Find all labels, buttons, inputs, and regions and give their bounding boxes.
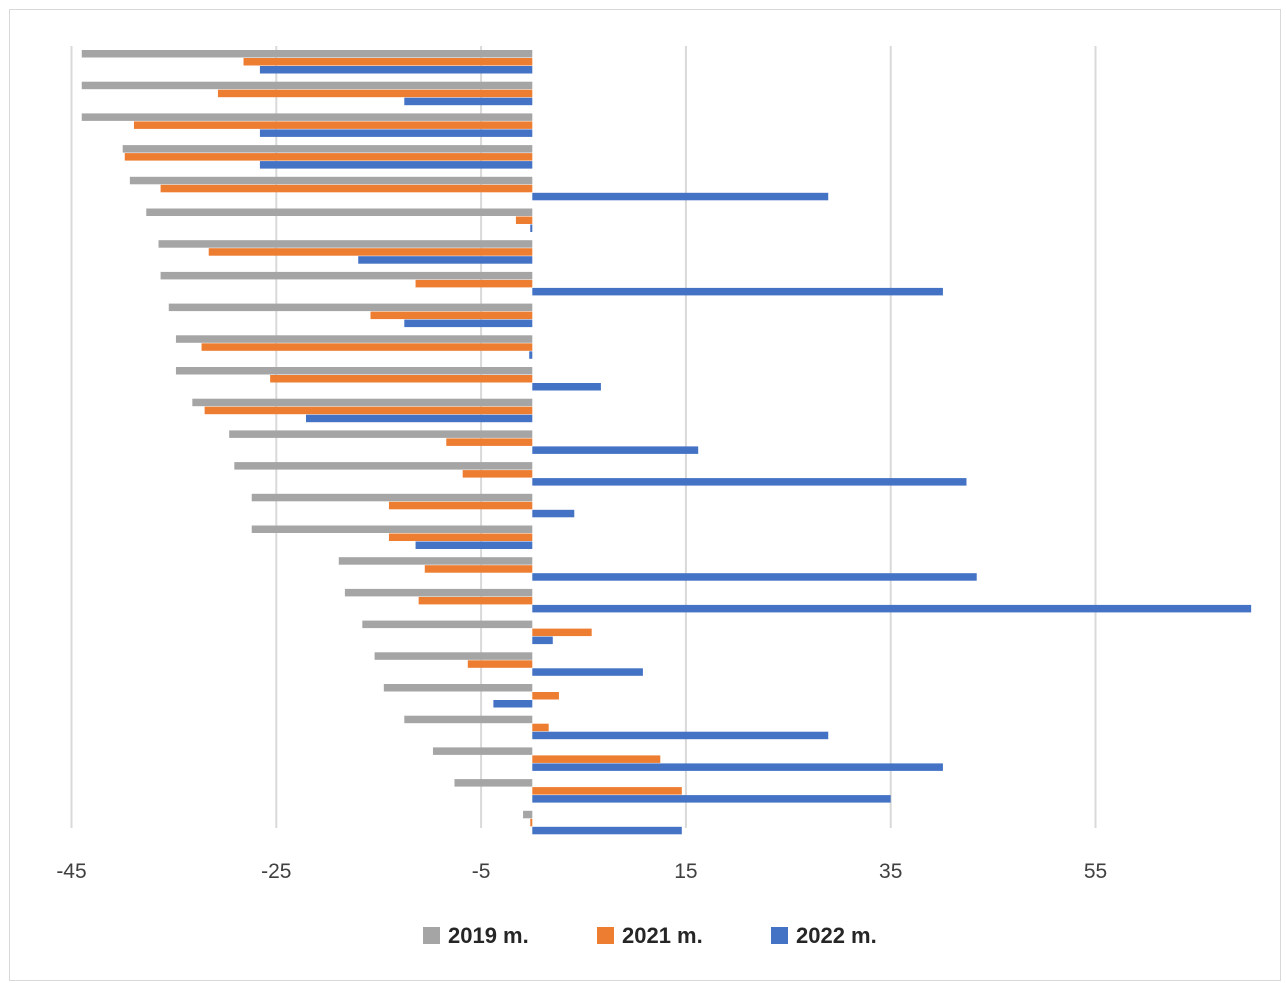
- chart-frame: [9, 9, 1281, 981]
- bar-2021m-18: [532, 628, 592, 637]
- bar-2019m-3: [122, 145, 533, 153]
- bar-2019m-14: [251, 493, 533, 502]
- bar-2021m-24: [530, 818, 533, 827]
- bar-2019m-11: [192, 398, 533, 407]
- x-axis-ticks: -45 -25 -5 15 35 55: [56, 860, 1107, 883]
- bar-2021m-19: [467, 660, 533, 668]
- bar-2022m-18: [532, 636, 553, 645]
- x-tick-label: 35: [879, 860, 902, 883]
- bar-2021m-5: [515, 216, 533, 224]
- bar-2021m-2: [133, 121, 533, 129]
- x-tick-label: -45: [56, 860, 86, 883]
- x-tick-label: -5: [472, 860, 491, 883]
- bar-2022m-16: [532, 573, 977, 581]
- legend-label-0: 2019 m.: [448, 923, 529, 948]
- bar-2022m-7: [532, 287, 943, 296]
- bar-2021m-3: [124, 153, 533, 161]
- bar-2021m-14: [388, 501, 533, 510]
- bar-2019m-15: [251, 525, 533, 533]
- bar-2021m-20: [532, 692, 559, 700]
- bar-2021m-22: [532, 755, 661, 763]
- legend-label-1: 2021 m.: [622, 923, 703, 948]
- bar-2019m-1: [81, 81, 533, 90]
- bar-2019m-10: [175, 367, 533, 375]
- bar-2022m-2: [259, 129, 533, 137]
- legend-swatch-0: [423, 927, 440, 944]
- bar-2021m-10: [270, 375, 533, 383]
- bar-2019m-19: [374, 652, 533, 660]
- bar-2022m-24: [532, 826, 682, 835]
- bar-2019m-22: [432, 747, 533, 755]
- bar-2022m-4: [532, 192, 829, 201]
- gridlines: [70, 46, 1097, 828]
- bar-2021m-4: [160, 184, 533, 193]
- bar-2019m-2: [81, 113, 533, 121]
- bar-2021m-23: [532, 787, 682, 795]
- bar-2019m-12: [229, 430, 533, 438]
- bar-2022m-19: [532, 668, 643, 676]
- bar-2019m-8: [168, 303, 533, 312]
- bar-2021m-11: [204, 406, 533, 415]
- bar-2019m-24: [523, 810, 533, 819]
- bar-2021m-0: [243, 58, 533, 66]
- bar-2019m-13: [234, 462, 533, 470]
- bar-2021m-7: [415, 279, 533, 288]
- bar-2022m-9: [529, 351, 533, 359]
- bar-2019m-20: [383, 684, 533, 692]
- bar-2022m-1: [404, 97, 533, 106]
- legend: 2019 m. 2021 m. 2022 m.: [423, 923, 877, 948]
- bar-2021m-12: [446, 438, 533, 446]
- bar-2022m-13: [532, 478, 967, 486]
- bar-2022m-10: [532, 383, 601, 391]
- bar-2019m-9: [175, 335, 533, 343]
- bar-2022m-20: [493, 700, 533, 708]
- bar-2022m-11: [305, 414, 533, 423]
- bar-2021m-15: [388, 533, 533, 541]
- bar-2022m-14: [532, 509, 575, 518]
- bar-2021m-1: [217, 89, 533, 98]
- bar-2022m-12: [532, 446, 699, 454]
- bar-2021m-13: [462, 470, 533, 478]
- bar-2022m-3: [259, 161, 533, 169]
- bar-2022m-8: [404, 319, 533, 328]
- bar-2021m-17: [418, 596, 533, 605]
- bar-2019m-18: [362, 620, 533, 629]
- bar-2022m-0: [259, 66, 533, 74]
- legend-swatch-2: [771, 927, 788, 944]
- bar-2022m-6: [358, 256, 533, 264]
- bar-2019m-23: [454, 779, 533, 787]
- bar-2021m-8: [370, 311, 533, 320]
- legend-swatch-1: [597, 927, 614, 944]
- bar-2022m-17: [532, 604, 1252, 613]
- bar-2022m-22: [532, 763, 943, 771]
- legend-label-2: 2022 m.: [796, 923, 877, 948]
- bar-2021m-9: [201, 343, 533, 351]
- bar-2019m-0: [81, 50, 533, 58]
- bar-2022m-21: [532, 731, 829, 740]
- bar-2019m-17: [344, 588, 533, 597]
- bar-2022m-23: [532, 795, 891, 803]
- bar-2021m-16: [424, 565, 533, 573]
- bar-2019m-4: [129, 176, 533, 185]
- bar-2019m-6: [158, 240, 533, 248]
- bar-2019m-21: [404, 715, 533, 724]
- bar-2021m-6: [208, 248, 533, 256]
- x-tick-label: 15: [674, 860, 697, 883]
- bar-2021m-21: [532, 723, 549, 732]
- bar-2019m-16: [338, 557, 533, 565]
- bar-2022m-15: [415, 541, 533, 549]
- bars: [81, 50, 1252, 835]
- x-tick-label: 55: [1084, 860, 1107, 883]
- x-tick-label: -25: [261, 860, 291, 883]
- bar-2022m-5: [530, 224, 533, 232]
- bar-2019m-7: [160, 271, 533, 280]
- bar-2019m-5: [146, 208, 533, 216]
